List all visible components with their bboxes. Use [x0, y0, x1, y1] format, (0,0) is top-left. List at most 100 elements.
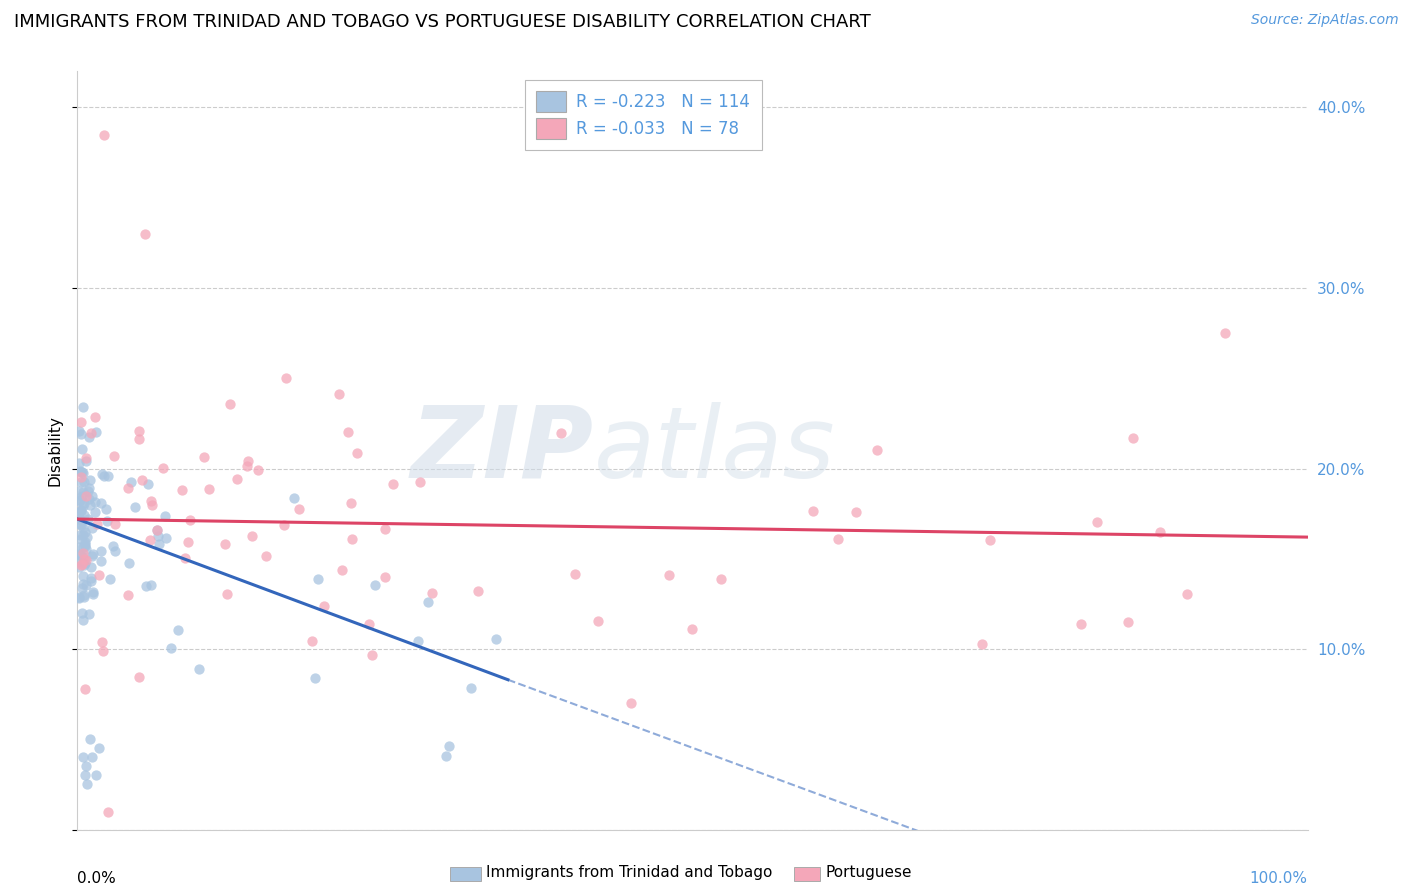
Point — [75, 489, 97, 503]
Point — [72, 484, 94, 499]
Point — [75, 553, 97, 567]
Point — [84, 495, 107, 509]
Point — [312, 599, 335, 613]
Point — [69, 512, 91, 526]
Point — [80, 549, 103, 563]
Point — [67, 505, 90, 519]
Point — [72, 569, 94, 583]
Point — [73, 557, 96, 571]
Point — [79, 571, 101, 585]
Point — [177, 534, 200, 549]
Point — [79, 607, 101, 622]
Point — [288, 502, 311, 516]
Point — [136, 477, 159, 491]
Point — [67, 547, 90, 561]
Point — [153, 508, 176, 523]
Point — [90, 544, 112, 558]
Point — [67, 560, 90, 574]
Point — [73, 539, 96, 553]
Point — [69, 493, 91, 508]
Point — [67, 590, 90, 604]
Point — [69, 516, 91, 531]
Point — [72, 521, 94, 535]
Point — [128, 424, 150, 438]
Point — [73, 552, 96, 566]
Point — [82, 520, 104, 534]
Point — [70, 532, 93, 546]
Point — [67, 540, 90, 554]
Point — [307, 572, 329, 586]
Point — [93, 128, 115, 142]
Point — [588, 614, 610, 628]
Point — [134, 227, 156, 241]
Point — [90, 496, 112, 510]
Point — [801, 504, 824, 518]
Point — [79, 574, 101, 588]
Text: 0.0%: 0.0% — [77, 871, 117, 887]
Point — [93, 468, 115, 483]
Point — [77, 430, 100, 444]
Point — [141, 498, 163, 512]
Point — [67, 493, 90, 508]
Point — [82, 587, 104, 601]
Point — [72, 547, 94, 561]
Point — [682, 622, 704, 636]
Point — [73, 524, 96, 539]
Text: Immigrants from Trinidad and Tobago: Immigrants from Trinidad and Tobago — [486, 865, 773, 880]
Point — [82, 585, 104, 599]
Point — [72, 750, 94, 764]
Point — [364, 578, 387, 592]
Point — [73, 534, 96, 549]
Point — [75, 759, 97, 773]
Point — [193, 450, 215, 465]
Point — [827, 532, 849, 546]
Point — [91, 643, 114, 657]
Point — [218, 396, 240, 410]
Point — [460, 681, 482, 695]
Legend: R = -0.223   N = 114, R = -0.033   N = 78: R = -0.223 N = 114, R = -0.033 N = 78 — [524, 79, 762, 151]
Point — [70, 475, 93, 489]
Point — [236, 454, 259, 468]
Point — [70, 489, 93, 503]
Text: 100.0%: 100.0% — [1250, 871, 1308, 887]
Point — [141, 494, 163, 508]
Point — [75, 682, 97, 697]
Point — [80, 489, 103, 503]
Point — [72, 590, 94, 604]
Text: IMMIGRANTS FROM TRINIDAD AND TOBAGO VS PORTUGUESE DISABILITY CORRELATION CHART: IMMIGRANTS FROM TRINIDAD AND TOBAGO VS P… — [14, 13, 870, 31]
Point — [86, 517, 108, 532]
Y-axis label: Disability: Disability — [46, 415, 62, 486]
Point — [80, 560, 103, 574]
Point — [283, 491, 305, 505]
Point — [82, 750, 104, 764]
Point — [84, 504, 107, 518]
Point — [131, 473, 153, 487]
Point — [167, 624, 190, 638]
Point — [406, 634, 429, 648]
Point — [357, 616, 380, 631]
Point — [70, 442, 93, 456]
Point — [69, 463, 91, 477]
Point — [420, 586, 443, 600]
Point — [146, 523, 169, 537]
Point — [98, 572, 121, 586]
Point — [1085, 515, 1108, 529]
Point — [75, 537, 97, 551]
Point — [96, 514, 118, 528]
Text: Source: ZipAtlas.com: Source: ZipAtlas.com — [1251, 13, 1399, 28]
Point — [139, 533, 162, 547]
Point — [77, 481, 100, 495]
Point — [67, 512, 90, 526]
Point — [70, 607, 93, 621]
Point — [73, 556, 96, 570]
Point — [1149, 524, 1171, 539]
Point — [103, 517, 125, 532]
Point — [117, 481, 139, 495]
Point — [103, 539, 125, 553]
Point — [418, 595, 440, 609]
Point — [155, 531, 177, 545]
Point — [103, 449, 125, 463]
Point — [97, 468, 120, 483]
Point — [1175, 587, 1198, 601]
Point — [82, 547, 104, 561]
